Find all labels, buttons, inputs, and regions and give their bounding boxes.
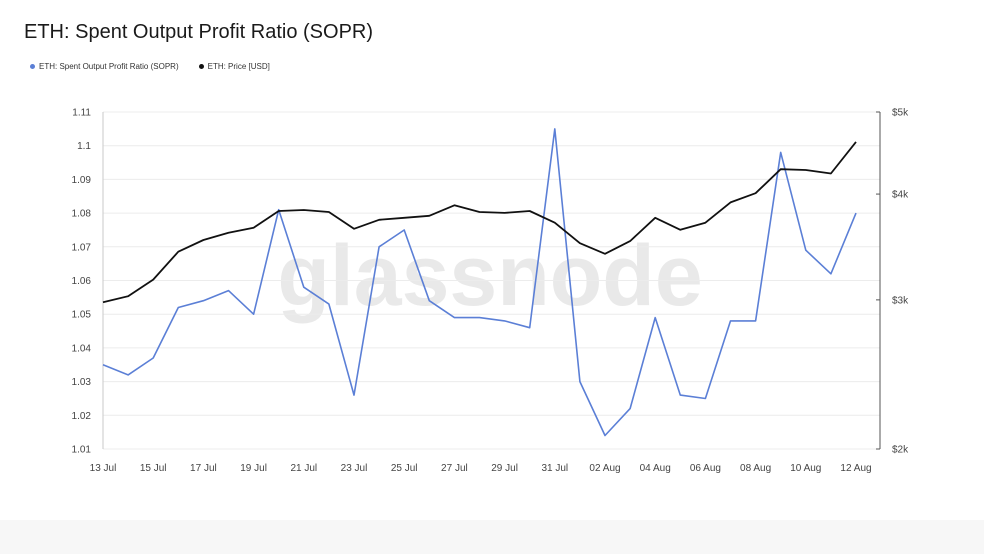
y-left-tick-label: 1.08 [72,209,92,220]
tick-labels: 1.011.021.031.041.051.061.071.081.091.11… [72,108,910,475]
y-left-tick-label: 1.1 [77,141,91,152]
y-right-tick-label: $2k [892,445,909,456]
chart-title: ETH: Spent Output Profit Ratio (SOPR) [24,21,374,43]
sopr-line [102,128,857,437]
y-left-tick-label: 1.11 [72,108,91,119]
y-left-tick-label: 1.04 [72,343,92,354]
y-right-tick-label: $3k [892,295,909,306]
legend-price-swatch [198,64,204,69]
x-tick-label: 10 Aug [790,463,821,474]
legend-price-label: ETH: Price [USD] [207,62,270,71]
x-tick-label: 13 Jul [90,463,117,474]
x-tick-label: 23 Jul [341,463,368,474]
legend-sopr-swatch [30,64,35,69]
x-tick-label: 19 Jul [240,463,267,474]
x-tick-label: 04 Aug [640,463,671,474]
x-tick-label: 02 Aug [589,463,620,474]
x-tick-label: 08 Aug [740,463,771,474]
price-line [102,141,857,304]
x-tick-label: 31 Jul [541,463,568,474]
x-tick-label: 15 Jul [140,463,167,474]
legend-sopr-label: ETH: Spent Output Profit Ratio (SOPR) [39,62,179,71]
x-tick-label: 27 Jul [441,463,468,474]
chart-legend: ETH: Spent Output Profit Ratio (SOPR) ET… [30,62,270,71]
y-right-tick-label: $4k [892,190,909,201]
x-tick-label: 25 Jul [391,463,418,474]
y-left-tick-label: 1.02 [72,411,92,422]
x-tick-label: 17 Jul [190,463,217,474]
y-left-tick-label: 1.05 [72,310,92,321]
y-left-tick-label: 1.07 [72,242,92,253]
footer-band [0,520,984,554]
y-left-tick-label: 1.06 [72,276,92,287]
y-right-tick-label: $5k [892,108,909,119]
axes [102,111,881,450]
series-lines [102,128,857,437]
y-left-tick-label: 1.01 [72,445,92,456]
x-tick-label: 12 Aug [840,463,871,474]
y-left-tick-label: 1.09 [72,175,92,186]
x-tick-label: 06 Aug [690,463,721,474]
x-tick-label: 21 Jul [290,463,317,474]
y-left-tick-label: 1.03 [72,377,92,388]
watermark: glassnode [277,228,702,324]
legend-item-sopr[interactable]: ETH: Spent Output Profit Ratio (SOPR) [30,62,179,71]
legend-item-price[interactable]: ETH: Price [USD] [198,62,270,71]
x-tick-label: 29 Jul [491,463,518,474]
grid-lines [103,111,880,450]
